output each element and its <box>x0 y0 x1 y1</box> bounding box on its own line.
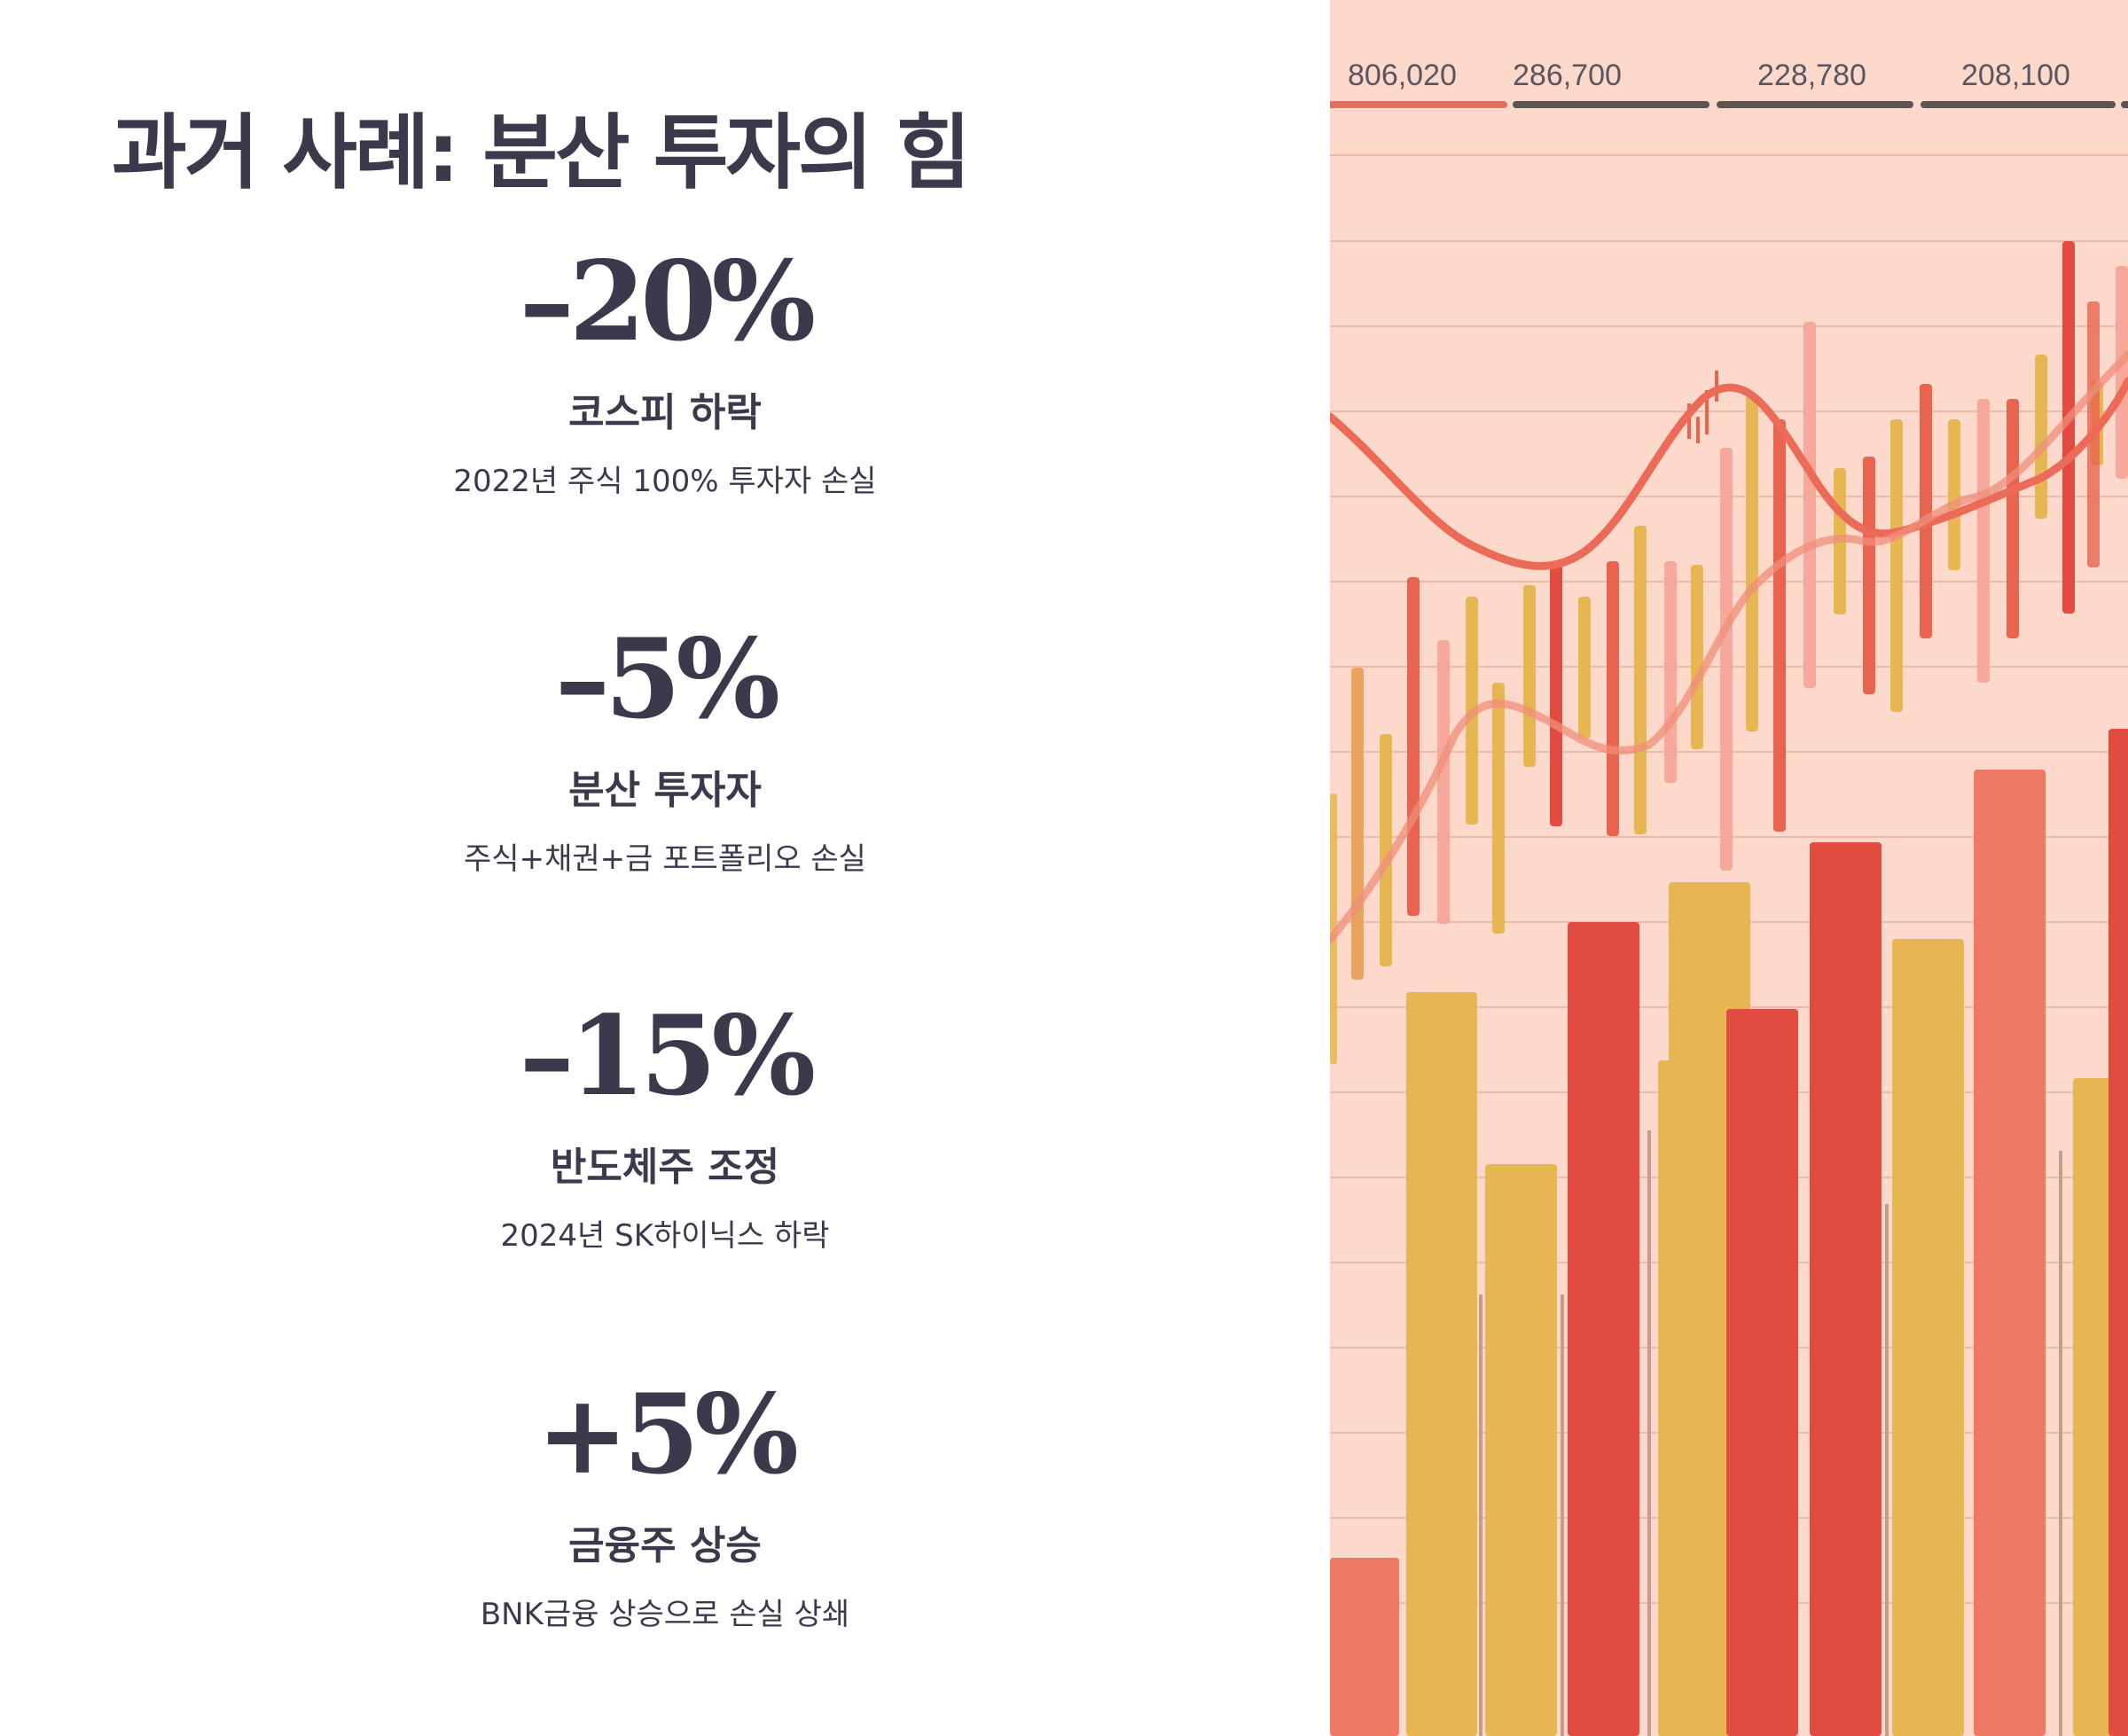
stat-description: BNK금융 상승으로 손실 상쇄 <box>480 1597 850 1632</box>
stat-diversified-investor: –5% 분산 투자자 주식+채권+금 포트폴리오 손실 <box>0 614 1330 881</box>
stat-label: 분산 투자자 <box>568 768 762 813</box>
content-panel: 과거 사례: 분산 투자의 힘 –20% 코스피 하락 2022년 주식 100… <box>0 106 1330 1637</box>
stat-label: 금융주 상승 <box>568 1523 762 1568</box>
top-label: 286,700 <box>1513 59 1622 92</box>
stat-financial-rise: +5% 금융주 상승 BNK금융 상승으로 손실 상쇄 <box>0 1369 1330 1637</box>
stat-label: 코스피 하락 <box>568 390 762 435</box>
stat-description: 2024년 SK하이닉스 하락 <box>500 1218 830 1254</box>
candlestick-bars <box>1330 241 2128 1064</box>
foreground-bars <box>1330 729 2128 1736</box>
stat-value: –15% <box>519 992 816 1121</box>
top-value-labels: 806,020 286,700 228,780 208,100 <box>1348 59 2070 92</box>
stat-label: 반도체주 조정 <box>550 1145 780 1190</box>
chart-illustration: 806,020 286,700 228,780 208,100 <box>1330 0 2128 1736</box>
stat-value: +5% <box>536 1371 799 1499</box>
top-label: 806,020 <box>1348 59 1457 92</box>
stat-kospi-decline: –20% 코스피 하락 2022년 주식 100% 투자자 손실 <box>0 236 1330 504</box>
slide-title: 과거 사례: 분산 투자의 힘 <box>112 106 971 200</box>
top-label: 208,100 <box>1961 59 2070 92</box>
stat-semiconductor-correction: –15% 반도체주 조정 2024년 SK하이닉스 하락 <box>0 990 1330 1258</box>
decorative-chart-image: 806,020 286,700 228,780 208,100 <box>1330 0 2128 1736</box>
stat-value: –5% <box>554 615 780 744</box>
stat-description: 2022년 주식 100% 투자자 손실 <box>453 464 877 499</box>
trend-line-secondary <box>1330 350 2128 944</box>
top-label: 228,780 <box>1757 59 1866 92</box>
stat-description: 주식+채권+금 포트폴리오 손실 <box>464 841 866 877</box>
stat-value: –20% <box>519 238 816 366</box>
trend-line-primary <box>1330 377 2128 570</box>
